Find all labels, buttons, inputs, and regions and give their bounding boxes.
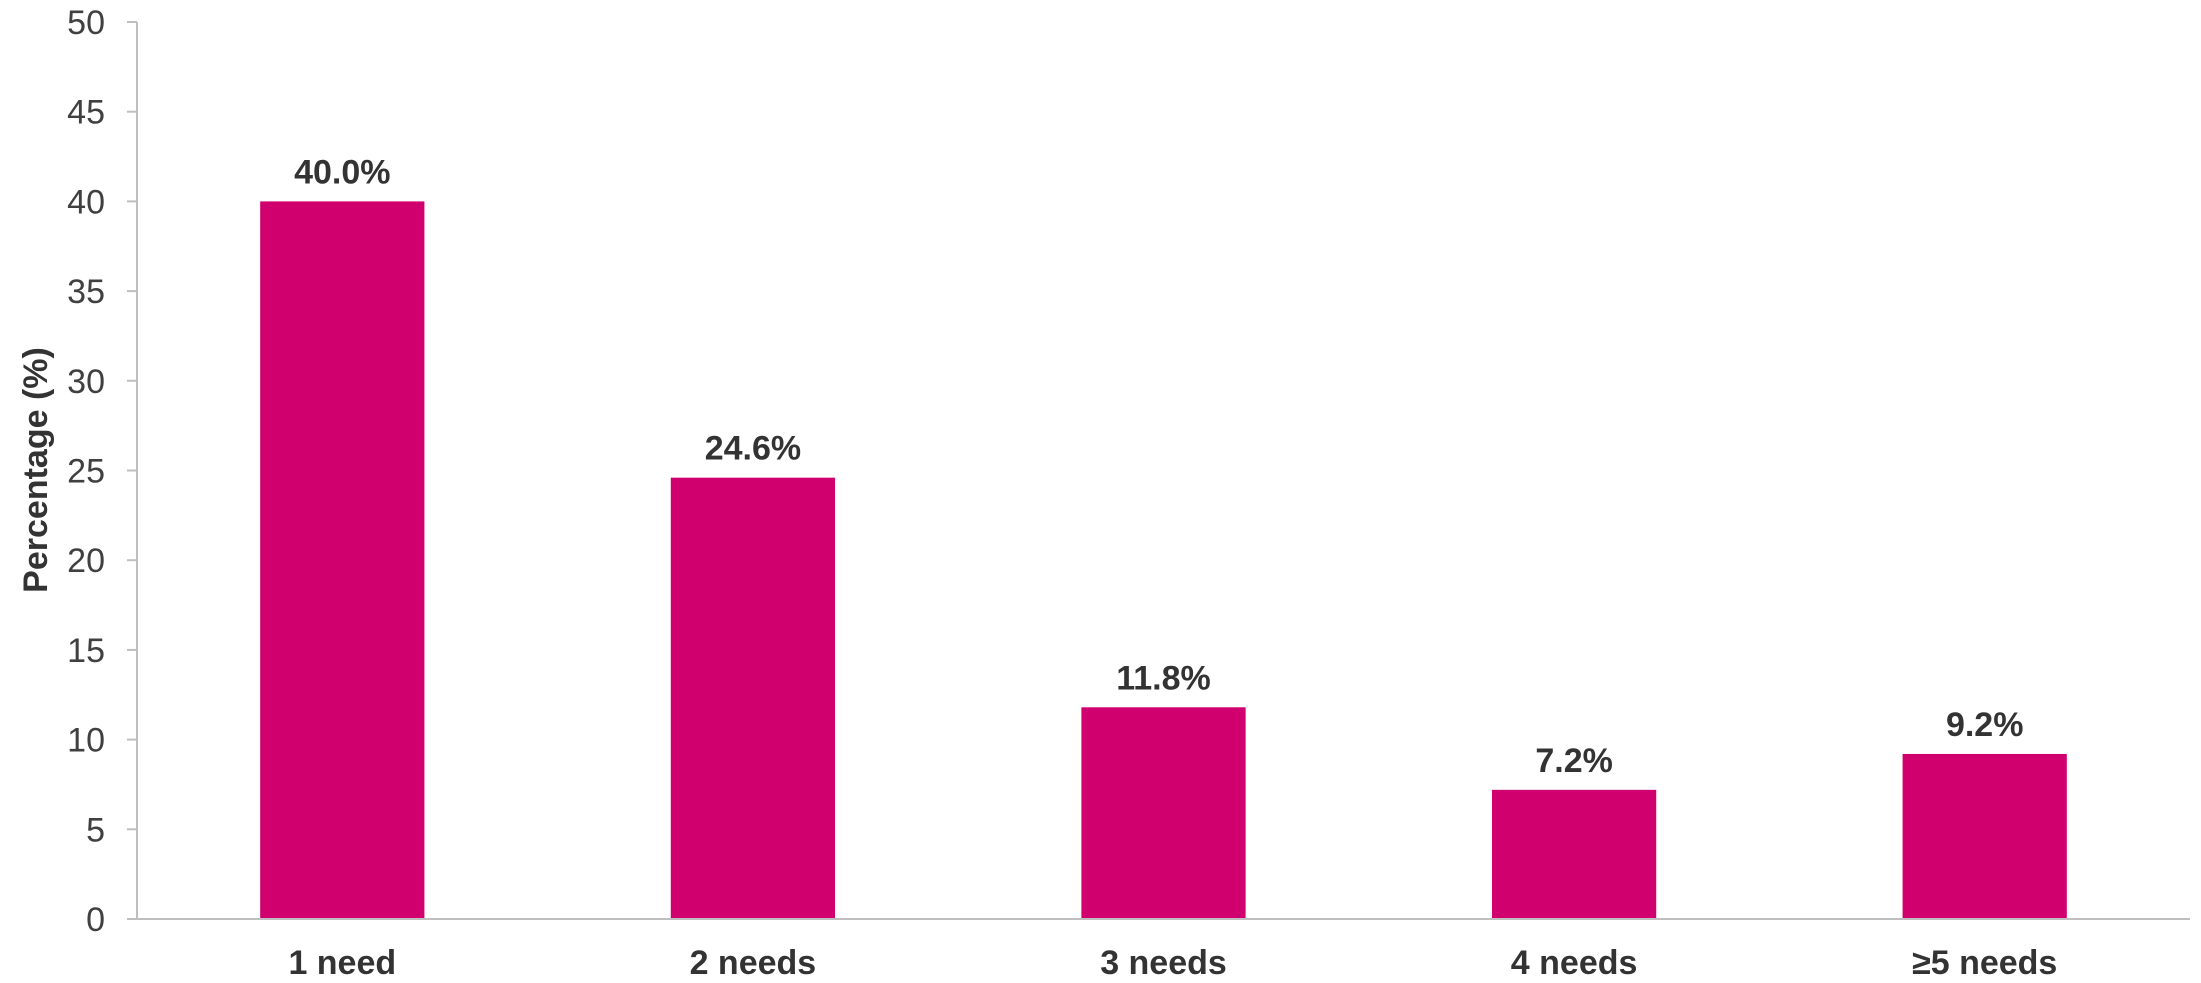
bar (260, 201, 425, 919)
x-category-label: 1 need (288, 944, 396, 982)
data-label: 9.2% (1946, 706, 2024, 744)
x-category-label: 2 needs (690, 944, 817, 982)
y-tick-label: 0 (86, 901, 105, 939)
y-tick-label: 40 (67, 183, 105, 221)
x-axis: 1 need 2 needs 3 needs 4 needs ≥5 needs (137, 918, 2190, 982)
y-axis: 0 5 10 15 20 25 30 35 40 45 50 (67, 4, 138, 939)
y-tick-label: 45 (67, 94, 105, 132)
x-category-label: ≥5 needs (1912, 944, 2057, 982)
y-tick-label: 25 (67, 453, 105, 491)
bar (1902, 753, 2067, 919)
x-category-label: 3 needs (1100, 944, 1227, 982)
y-tick-label: 30 (67, 363, 105, 401)
y-tick-label: 15 (67, 632, 105, 670)
bars: 40.0% 24.6% 11.8% 7.2% 9.2% (260, 153, 2067, 919)
y-axis-title: Percentage (%) (17, 347, 55, 593)
x-category-label: 4 needs (1511, 944, 1638, 982)
data-label: 24.6% (705, 430, 801, 468)
y-tick-label: 10 (67, 722, 105, 760)
y-tick-label: 35 (67, 273, 105, 311)
data-label: 7.2% (1535, 742, 1613, 780)
bar (1081, 707, 1246, 919)
bar (1491, 789, 1657, 919)
y-tick-label: 50 (67, 4, 105, 42)
y-tick-label: 20 (67, 542, 105, 580)
y-tick-label: 5 (86, 811, 105, 849)
data-label: 40.0% (294, 153, 390, 191)
data-label: 11.8% (1116, 659, 1211, 697)
bar (670, 477, 836, 919)
